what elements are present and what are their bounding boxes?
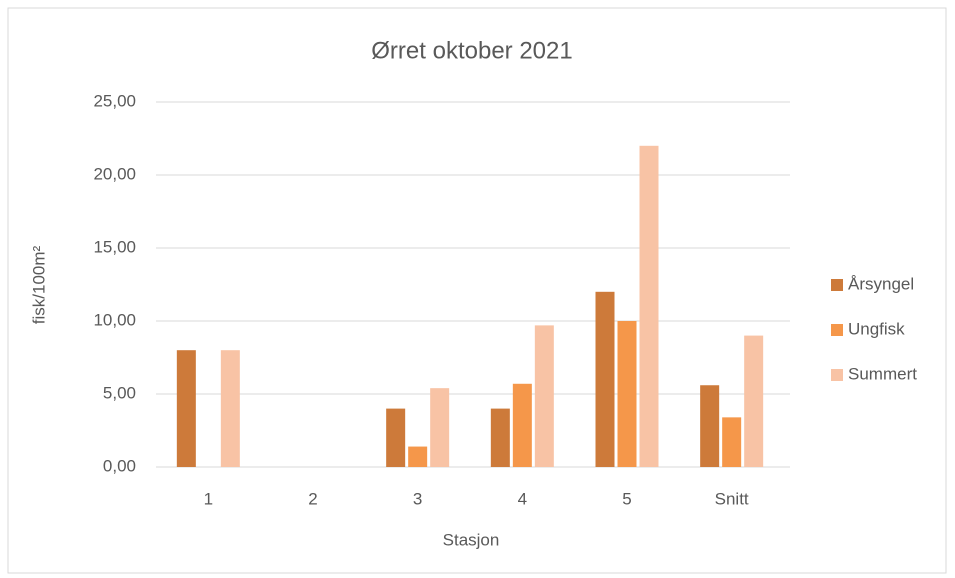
y-tick-label: 10,00 [93,310,136,329]
chart-border [7,7,947,574]
x-axis-title: Stasjon [443,530,500,549]
legend-label: Ungfisk [848,319,905,338]
bar [386,408,406,467]
bar [595,291,615,467]
y-tick-label: 0,00 [103,456,136,475]
bar [490,408,510,467]
bar [617,321,637,467]
bar [430,388,450,467]
y-tick-label: 20,00 [93,164,136,183]
legend-label: Årsyngel [848,274,914,293]
y-tick-label: 5,00 [103,383,136,402]
y-tick-label: 15,00 [93,237,136,256]
legend-swatch [831,369,843,381]
legend-label: Summert [848,364,917,383]
y-tick-label: 25,00 [93,91,136,110]
x-tick-label: 2 [308,489,317,508]
bar [639,145,659,468]
x-tick-label: 3 [413,489,422,508]
bar [220,350,240,467]
x-tick-label: 4 [518,489,527,508]
x-tick-label: 1 [204,489,213,508]
bar [700,385,720,467]
bar [534,325,554,467]
legend-swatch [831,279,843,291]
x-tick-label: 5 [622,489,631,508]
bar [512,383,532,467]
chart-title: Ørret oktober 2021 [371,37,572,64]
x-tick-label: Snitt [715,489,749,508]
bar [744,335,764,467]
y-axis-title: fisk/100m² [29,245,48,324]
legend-swatch [831,324,843,336]
bar [722,417,742,467]
bar [176,350,196,467]
bar [408,446,428,467]
